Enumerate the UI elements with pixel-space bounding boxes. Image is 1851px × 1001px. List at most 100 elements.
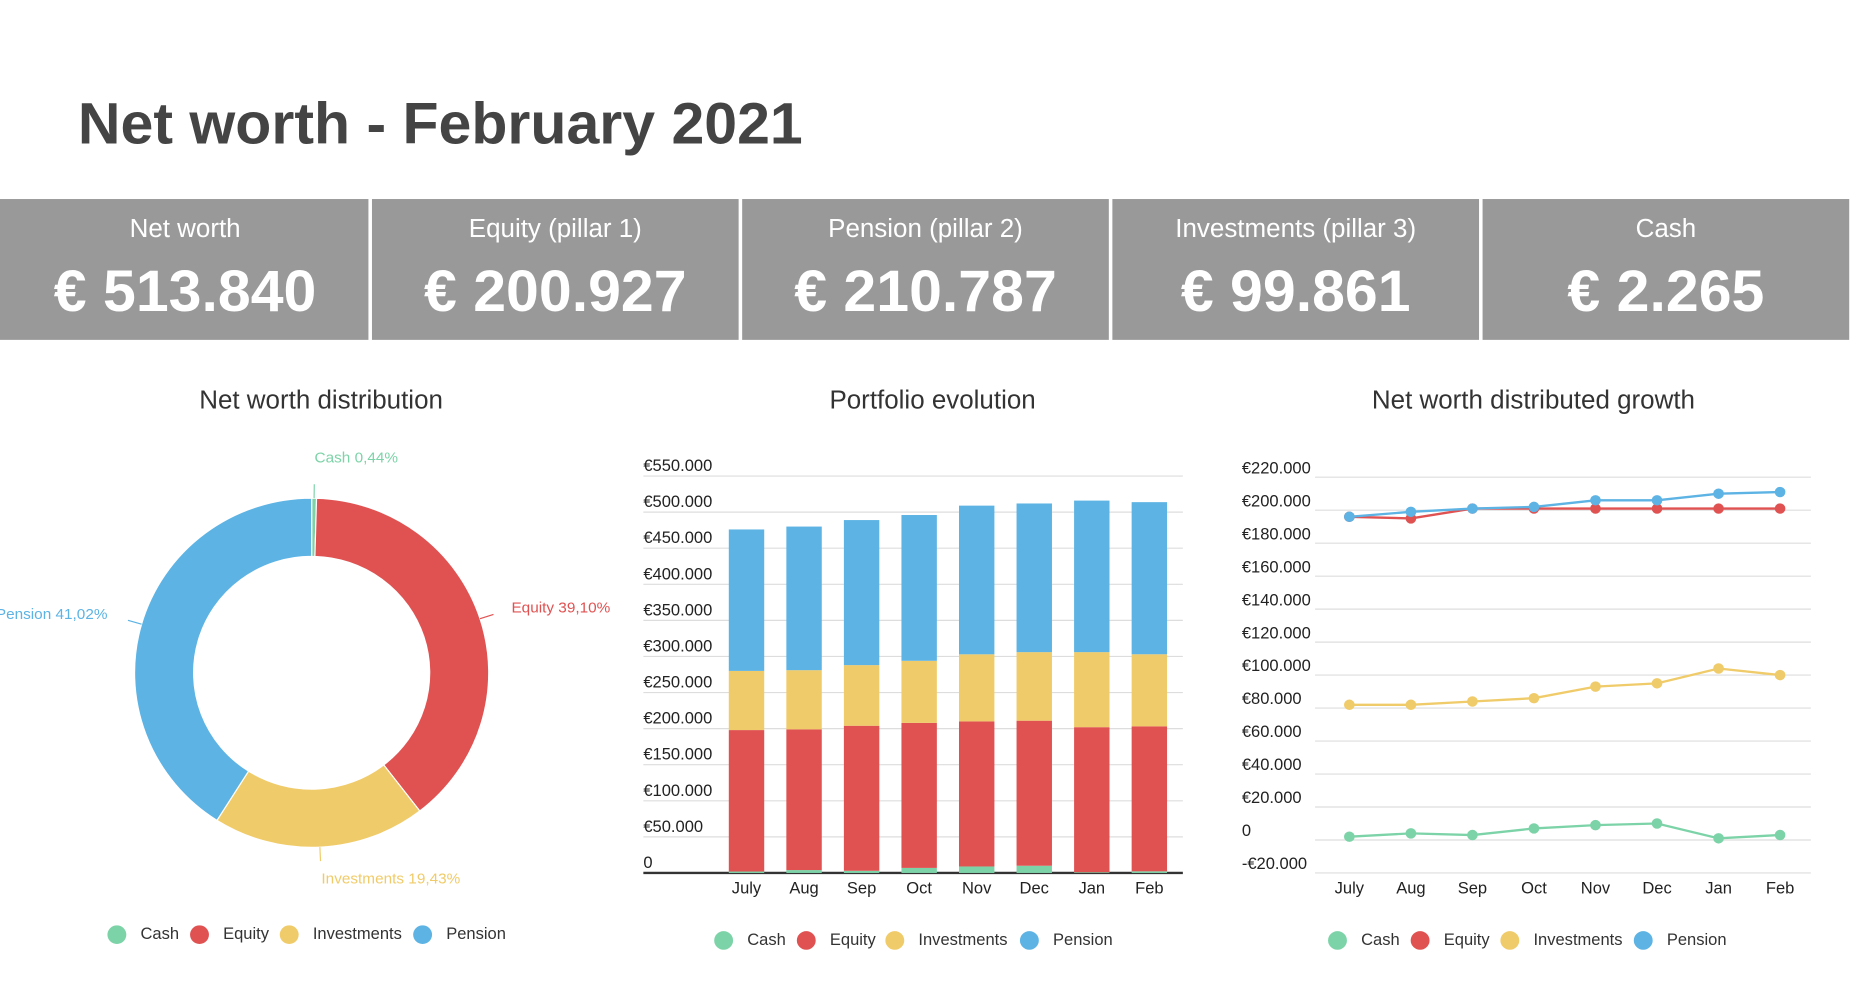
series-point <box>1774 829 1786 841</box>
series-line <box>1349 822 1781 840</box>
bar-segment <box>728 670 765 731</box>
legend-swatch <box>796 931 816 950</box>
bar-segment <box>786 670 822 730</box>
x-tick-label: Oct <box>906 880 932 898</box>
bar-segment <box>958 654 995 722</box>
y-tick-label: €450.000 <box>643 529 712 547</box>
label-leader <box>127 619 142 625</box>
series-point <box>1528 501 1540 513</box>
series-point <box>1774 503 1786 514</box>
kpi-label: Pension (pillar 2) <box>828 215 1023 243</box>
bar-segment <box>1131 654 1168 727</box>
bar-segment <box>1016 865 1052 873</box>
chart-title: Net worth distribution <box>199 386 443 414</box>
y-tick-label: €150.000 <box>643 746 712 764</box>
bar-segment <box>786 870 822 873</box>
bar-segment <box>958 505 995 655</box>
series-point <box>1344 511 1355 523</box>
kpi-label: Net worth <box>130 215 241 243</box>
series-point <box>1590 495 1601 506</box>
legend-swatch <box>714 931 734 950</box>
bar-segment <box>786 526 822 671</box>
y-tick-label: €140.000 <box>1242 591 1311 609</box>
legend-swatch <box>1633 931 1653 950</box>
bar-segment <box>786 729 822 871</box>
donut-slice <box>134 497 313 822</box>
series-point <box>1344 831 1355 842</box>
bar-segment <box>843 520 880 666</box>
series-point <box>1713 488 1724 499</box>
kpi-value: € 2.265 <box>1567 259 1764 324</box>
x-tick-label: Dec <box>1642 880 1671 898</box>
y-tick-label: €200.000 <box>1242 492 1311 510</box>
kpi-value: € 200.927 <box>424 259 687 324</box>
legend-label: Equity <box>830 931 877 949</box>
x-tick-label: Feb <box>1766 880 1794 898</box>
series-line <box>1349 507 1781 520</box>
legend-label: Pension <box>446 925 506 943</box>
legend-swatch <box>107 925 127 944</box>
legend-swatch <box>1328 931 1347 950</box>
bar-segment <box>1074 872 1110 873</box>
y-tick-label: 0 <box>1242 822 1251 840</box>
label-leader <box>479 613 494 620</box>
kpi-card <box>1482 199 1850 340</box>
series-point <box>1774 486 1786 498</box>
series-point <box>1528 823 1540 834</box>
series-line <box>1349 667 1781 706</box>
bar-segment <box>958 721 995 867</box>
kpi-card <box>0 199 369 340</box>
y-tick-label: €180.000 <box>1242 525 1311 543</box>
chart-title: Portfolio evolution <box>829 386 1035 414</box>
series-point <box>1405 699 1417 711</box>
legend-label: Cash <box>140 925 179 943</box>
series-point <box>1405 506 1417 518</box>
kpi-label: Investments (pillar 3) <box>1175 215 1416 243</box>
y-tick-label: €160.000 <box>1242 558 1311 576</box>
y-tick-label: €400.000 <box>643 565 712 583</box>
legend-label: Equity <box>223 925 270 943</box>
legend-label: Pension <box>1053 931 1113 949</box>
series-point <box>1713 833 1724 844</box>
series-point <box>1528 692 1540 704</box>
x-tick-label: Dec <box>1020 880 1049 898</box>
bar-segment <box>1074 500 1110 653</box>
kpi-value: € 210.787 <box>794 259 1057 324</box>
kpi-label: Equity (pillar 1) <box>469 215 642 243</box>
bar-segment <box>1131 871 1168 873</box>
legend-swatch <box>1410 931 1430 950</box>
x-tick-label: Sep <box>847 880 876 898</box>
series-point <box>1467 503 1478 514</box>
page-title: Net worth - February 2021 <box>78 92 803 157</box>
legend-swatch <box>413 925 433 944</box>
x-tick-label: Oct <box>1521 880 1547 898</box>
x-tick-label: Jan <box>1705 880 1732 898</box>
bar-segment <box>843 725 880 871</box>
slice-label: Cash 0,44% <box>315 450 399 467</box>
series-point <box>1713 663 1724 674</box>
donut-slice <box>216 764 421 848</box>
legend-swatch <box>885 931 905 950</box>
bar-segment <box>1016 720 1052 866</box>
kpi-value: € 99.861 <box>1181 259 1411 324</box>
bar-segment <box>728 730 765 872</box>
bar-segment <box>843 665 880 726</box>
series-point <box>1651 495 1663 506</box>
y-tick-label: €40.000 <box>1242 756 1302 774</box>
series-point <box>1467 829 1478 841</box>
x-tick-label: July <box>1335 880 1365 898</box>
y-tick-label: €50.000 <box>643 818 703 836</box>
legend-swatch <box>1500 931 1520 950</box>
series-point <box>1590 681 1601 692</box>
bar-segment <box>728 529 765 671</box>
bar-segment <box>901 722 937 868</box>
x-tick-label: July <box>732 880 762 898</box>
bar-segment <box>901 867 937 873</box>
series-point <box>1467 696 1478 707</box>
series-point <box>1590 819 1601 831</box>
y-tick-label: €100.000 <box>1242 657 1311 675</box>
chart-title: Net worth distributed growth <box>1372 386 1695 414</box>
bar-segment <box>958 866 995 873</box>
